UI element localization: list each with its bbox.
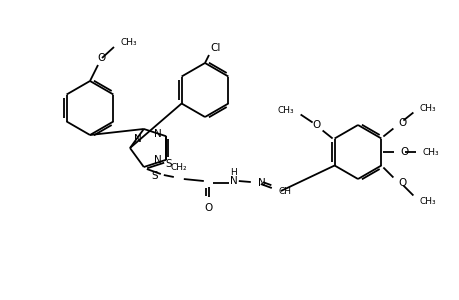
Text: N: N	[230, 176, 237, 186]
Text: O: O	[397, 118, 406, 128]
Text: CH₃: CH₃	[422, 148, 439, 157]
Text: O: O	[98, 53, 106, 63]
Text: CH₃: CH₃	[419, 104, 435, 113]
Text: CH₃: CH₃	[419, 197, 435, 206]
Text: O: O	[312, 119, 320, 130]
Text: N: N	[257, 178, 265, 188]
Text: N: N	[154, 155, 162, 165]
Text: CH₃: CH₃	[277, 106, 294, 115]
Text: S: S	[165, 159, 172, 169]
Text: S: S	[151, 171, 158, 181]
Text: O: O	[397, 178, 406, 188]
Text: CH₂: CH₂	[170, 163, 187, 172]
Text: O: O	[399, 147, 408, 157]
Text: N: N	[154, 129, 162, 139]
Text: Cl: Cl	[210, 43, 220, 53]
Text: O: O	[204, 203, 213, 213]
Text: CH: CH	[278, 187, 291, 196]
Text: CH₃: CH₃	[121, 38, 137, 46]
Text: H: H	[230, 168, 237, 177]
Text: N: N	[134, 134, 141, 144]
